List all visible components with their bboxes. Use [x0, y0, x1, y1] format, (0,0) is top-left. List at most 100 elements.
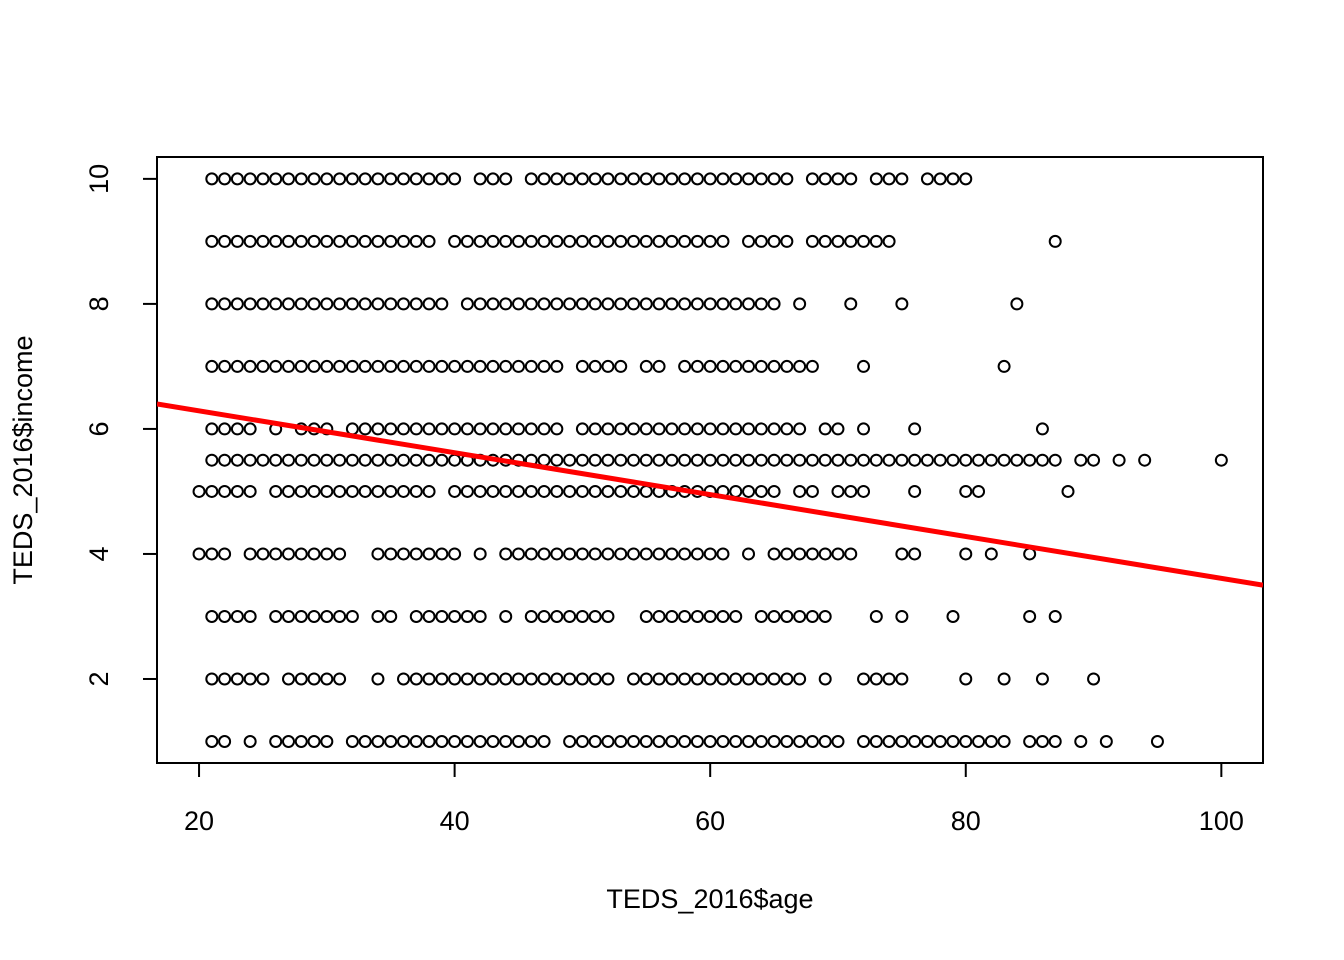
point [946, 609, 960, 623]
point [320, 453, 334, 467]
point [767, 547, 781, 561]
point [294, 734, 308, 748]
point [627, 672, 641, 686]
point [537, 297, 551, 311]
point [575, 359, 589, 373]
point [371, 453, 385, 467]
point [1048, 734, 1062, 748]
point [627, 297, 641, 311]
point [882, 734, 896, 748]
point [473, 484, 487, 498]
point [614, 453, 628, 467]
point [384, 484, 398, 498]
point [307, 734, 321, 748]
point [869, 234, 883, 248]
point [920, 734, 934, 748]
point [678, 297, 692, 311]
point [550, 609, 564, 623]
point [690, 359, 704, 373]
point [397, 672, 411, 686]
point [230, 672, 244, 686]
point [563, 609, 577, 623]
point [601, 453, 615, 467]
point [818, 547, 832, 561]
fit-line [157, 401, 1263, 588]
point [409, 297, 423, 311]
point [767, 734, 781, 748]
point [345, 297, 359, 311]
point [409, 359, 423, 373]
point [269, 484, 283, 498]
point [358, 484, 372, 498]
point [742, 734, 756, 748]
point [895, 172, 909, 186]
point [486, 734, 500, 748]
point [767, 672, 781, 686]
point [230, 297, 244, 311]
point [754, 484, 768, 498]
point [460, 609, 474, 623]
point [780, 672, 794, 686]
point [716, 172, 730, 186]
point [639, 547, 653, 561]
point [793, 297, 807, 311]
point [537, 734, 551, 748]
point [524, 234, 538, 248]
point [946, 172, 960, 186]
point [435, 297, 449, 311]
point [831, 453, 845, 467]
point [333, 484, 347, 498]
point [780, 453, 794, 467]
point [729, 734, 743, 748]
point [524, 484, 538, 498]
point [422, 234, 436, 248]
point [473, 422, 487, 436]
point [703, 297, 717, 311]
point [780, 422, 794, 436]
point [972, 734, 986, 748]
point [742, 484, 756, 498]
point [601, 484, 615, 498]
point [997, 672, 1011, 686]
point [575, 234, 589, 248]
point [537, 422, 551, 436]
point [857, 359, 871, 373]
point [665, 672, 679, 686]
point [869, 609, 883, 623]
point [397, 484, 411, 498]
point [614, 172, 628, 186]
point [678, 609, 692, 623]
point [869, 172, 883, 186]
point [703, 234, 717, 248]
point [435, 172, 449, 186]
point [716, 234, 730, 248]
point [575, 609, 589, 623]
point [742, 359, 756, 373]
point [397, 172, 411, 186]
point [805, 484, 819, 498]
point [269, 609, 283, 623]
point [754, 672, 768, 686]
point [818, 672, 832, 686]
point [499, 422, 513, 436]
point [690, 609, 704, 623]
point [512, 734, 526, 748]
point [563, 734, 577, 748]
point [588, 234, 602, 248]
point [639, 734, 653, 748]
x-tick-label: 100 [1199, 806, 1244, 836]
fit-line-group [157, 401, 1263, 588]
point [205, 734, 219, 748]
point [397, 547, 411, 561]
point [754, 297, 768, 311]
point [550, 359, 564, 373]
point [908, 547, 922, 561]
point [882, 453, 896, 467]
point [601, 672, 615, 686]
point [742, 422, 756, 436]
point [716, 297, 730, 311]
point [218, 547, 232, 561]
point [345, 422, 359, 436]
point [627, 734, 641, 748]
point [409, 453, 423, 467]
